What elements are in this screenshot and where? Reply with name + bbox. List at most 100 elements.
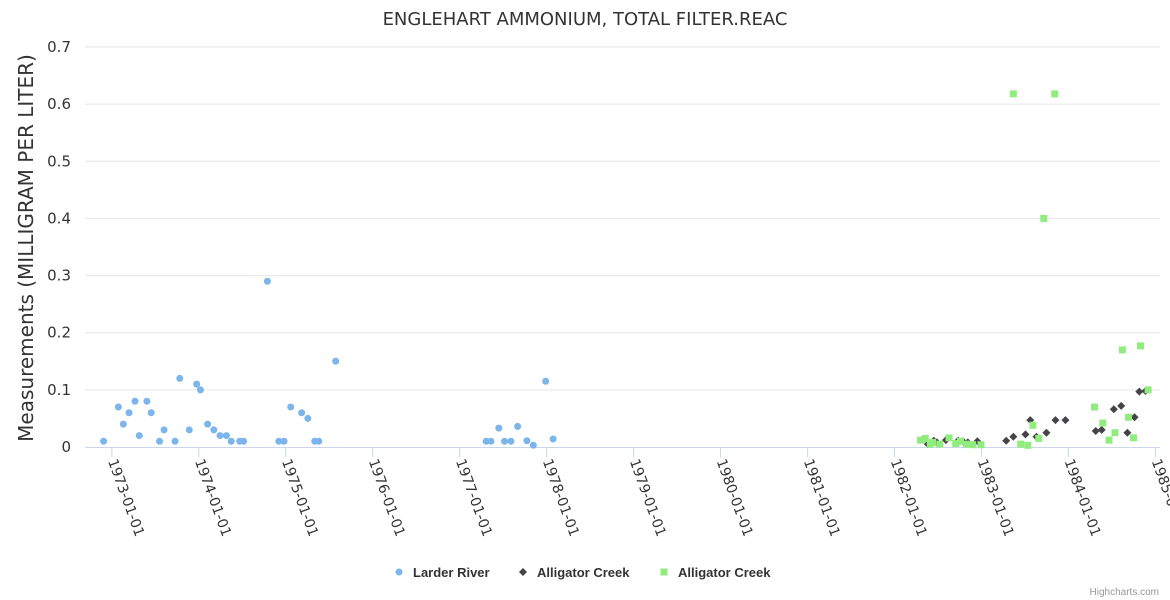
square-data-point[interactable] bbox=[956, 437, 964, 445]
legend-item[interactable]: Alligator Creek bbox=[519, 565, 630, 580]
circle-data-point[interactable] bbox=[204, 420, 212, 428]
circle-data-point[interactable] bbox=[119, 420, 127, 428]
y-tick-label: 0.4 bbox=[47, 209, 71, 227]
square-data-point[interactable] bbox=[1029, 421, 1037, 429]
square-data-point[interactable] bbox=[952, 440, 960, 448]
circle-data-point[interactable] bbox=[135, 432, 143, 440]
square-data-point[interactable] bbox=[1105, 436, 1113, 444]
circle-data-point[interactable] bbox=[171, 437, 179, 445]
circle-data-point[interactable] bbox=[100, 437, 108, 445]
square-data-point[interactable] bbox=[969, 441, 977, 449]
x-tick-label: 1974-01-01 bbox=[191, 457, 234, 539]
square-data-point[interactable] bbox=[1130, 434, 1138, 442]
diamond-data-point[interactable] bbox=[1051, 416, 1060, 425]
diamond-data-point[interactable] bbox=[1135, 387, 1144, 396]
diamond-data-point[interactable] bbox=[1061, 416, 1070, 425]
diamond-data-point[interactable] bbox=[1091, 427, 1100, 435]
grid-lines bbox=[85, 46, 1160, 391]
diamond-data-point[interactable] bbox=[1002, 436, 1011, 445]
circle-data-point[interactable] bbox=[304, 414, 312, 422]
diamond-data-point[interactable] bbox=[1130, 413, 1139, 422]
circle-data-point[interactable] bbox=[185, 426, 193, 434]
square-data-point[interactable] bbox=[962, 440, 970, 448]
diamond-data-point[interactable] bbox=[1021, 430, 1030, 439]
square-data-point[interactable] bbox=[1118, 346, 1126, 354]
circle-data-point[interactable] bbox=[487, 437, 495, 445]
y-tick-label: 0.7 bbox=[47, 38, 71, 56]
x-axis: 1973-01-01 1974-01-01 1975-01-01 1976-01-01… bbox=[85, 447, 1170, 539]
circle-data-point[interactable] bbox=[147, 409, 155, 417]
circle-data-point[interactable] bbox=[176, 374, 184, 382]
square-data-point[interactable] bbox=[1051, 90, 1059, 98]
square-data-point[interactable] bbox=[1099, 419, 1107, 427]
x-tick-label: 1978-01-01 bbox=[539, 457, 582, 539]
circle-data-point[interactable] bbox=[263, 277, 271, 285]
circle-data-point[interactable] bbox=[332, 357, 340, 365]
diamond-data-point[interactable] bbox=[1042, 428, 1051, 437]
square-data-point[interactable] bbox=[1111, 429, 1119, 437]
square-data-point[interactable] bbox=[1024, 441, 1032, 449]
y-tick-label: 0.2 bbox=[47, 324, 71, 342]
square-data-point[interactable] bbox=[977, 441, 985, 449]
circle-data-point[interactable] bbox=[193, 380, 201, 388]
circle-data-point[interactable] bbox=[227, 437, 235, 445]
square-data-point[interactable] bbox=[1125, 413, 1133, 421]
diamond-data-point[interactable] bbox=[1109, 405, 1118, 414]
legend-label: Alligator Creek bbox=[537, 565, 630, 580]
circle-data-point[interactable] bbox=[507, 437, 515, 445]
diamond-legend-symbol[interactable] bbox=[519, 568, 527, 576]
square-data-point[interactable] bbox=[1091, 403, 1099, 411]
circle-data-point[interactable] bbox=[240, 437, 248, 445]
circle-data-point[interactable] bbox=[529, 441, 537, 449]
circle-data-point[interactable] bbox=[210, 426, 218, 434]
circle-data-point[interactable] bbox=[114, 403, 122, 411]
square-data-point[interactable] bbox=[921, 434, 929, 442]
circle-data-point[interactable] bbox=[143, 397, 151, 405]
legend-item[interactable]: Larder River bbox=[395, 565, 490, 580]
circle-data-point[interactable] bbox=[275, 437, 283, 445]
circle-data-point[interactable] bbox=[222, 432, 230, 440]
chart-title: ENGLEHART AMMONIUM, TOTAL FILTER.REAC bbox=[383, 9, 788, 30]
circle-data-point[interactable] bbox=[280, 437, 288, 445]
series-2 bbox=[916, 90, 1152, 449]
circle-data-point[interactable] bbox=[514, 422, 522, 430]
circle-data-point[interactable] bbox=[315, 437, 323, 445]
circle-data-point[interactable] bbox=[298, 409, 306, 417]
circle-data-point[interactable] bbox=[125, 409, 133, 417]
x-tick-label: 1973-01-01 bbox=[104, 457, 147, 539]
x-tick-label: 1975-01-01 bbox=[278, 457, 321, 539]
circle-data-point[interactable] bbox=[156, 437, 164, 445]
legend[interactable]: Larder River Alligator Creek Alligator Cre… bbox=[395, 565, 772, 580]
square-data-point[interactable] bbox=[1017, 440, 1025, 448]
circle-data-point[interactable] bbox=[549, 435, 557, 443]
circle-data-point[interactable] bbox=[542, 377, 550, 385]
square-data-point[interactable] bbox=[1136, 342, 1144, 350]
circle-data-point[interactable] bbox=[160, 426, 168, 434]
diamond-data-point[interactable] bbox=[1009, 432, 1018, 441]
circle-data-point[interactable] bbox=[216, 432, 224, 440]
diamond-data-point[interactable] bbox=[1097, 425, 1106, 434]
y-tick-label: 0.1 bbox=[47, 381, 71, 399]
credits-link[interactable]: Highcharts.com bbox=[1090, 587, 1159, 598]
circle-data-point[interactable] bbox=[523, 437, 531, 445]
circle-data-point[interactable] bbox=[287, 403, 295, 411]
circle-data-point[interactable] bbox=[501, 437, 509, 445]
circle-data-point[interactable] bbox=[495, 424, 503, 432]
series-0 bbox=[100, 277, 557, 449]
diamond-data-point[interactable] bbox=[1117, 401, 1126, 410]
square-legend-symbol[interactable] bbox=[660, 568, 668, 576]
square-data-point[interactable] bbox=[1040, 214, 1048, 222]
square-data-point[interactable] bbox=[1009, 90, 1017, 98]
square-data-point[interactable] bbox=[916, 436, 924, 444]
square-data-point[interactable] bbox=[936, 440, 944, 448]
circle-legend-symbol[interactable] bbox=[395, 568, 403, 576]
diamond-data-point[interactable] bbox=[1123, 428, 1132, 437]
square-data-point[interactable] bbox=[1035, 434, 1043, 442]
circle-data-point[interactable] bbox=[131, 397, 139, 405]
square-data-point[interactable] bbox=[1144, 386, 1152, 394]
x-tick-label: 1980-01-01 bbox=[713, 457, 756, 539]
legend-item[interactable]: Alligator Creek bbox=[660, 565, 772, 580]
square-data-point[interactable] bbox=[929, 438, 937, 446]
circle-data-point[interactable] bbox=[196, 386, 204, 394]
square-data-point[interactable] bbox=[945, 434, 953, 442]
